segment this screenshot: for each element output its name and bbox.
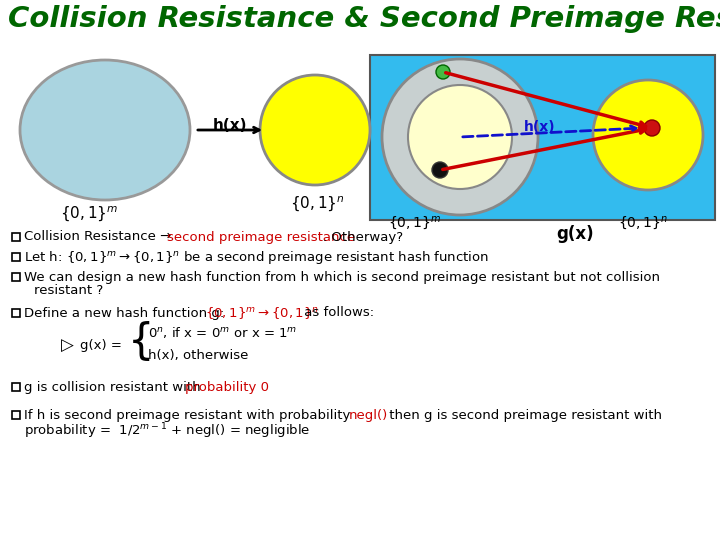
Text: $\{0, 1\}^n$: $\{0, 1\}^n$ (618, 215, 668, 232)
Circle shape (382, 59, 538, 215)
Circle shape (432, 162, 448, 178)
Text: $\{0, 1\}^m \rightarrow \{0, 1\}^n$: $\{0, 1\}^m \rightarrow \{0, 1\}^n$ (205, 305, 319, 321)
Text: h(x), otherwise: h(x), otherwise (148, 348, 248, 361)
Text: $\{0, 1\}^n$: $\{0, 1\}^n$ (290, 195, 345, 214)
Bar (370, 55, 715, 220)
Ellipse shape (20, 60, 190, 200)
Text: negl(): negl() (349, 408, 388, 422)
Bar (12, 383, 20, 391)
Text: probability =  1/2$^{m-1}$ + negl() = negligible: probability = 1/2$^{m-1}$ + negl() = neg… (24, 421, 310, 441)
Text: Collision Resistance & Second Preimage Resistance: Collision Resistance & Second Preimage R… (8, 5, 720, 33)
Text: Define a new hash function g:: Define a new hash function g: (24, 307, 228, 320)
Text: g(x): g(x) (556, 225, 594, 243)
Text: as follows:: as follows: (300, 307, 374, 320)
Text: h(x): h(x) (212, 118, 247, 133)
Bar (12, 233, 20, 241)
Text: g(x) =: g(x) = (80, 339, 122, 352)
Text: then g is second preimage resistant with: then g is second preimage resistant with (385, 408, 662, 422)
Bar (12, 273, 20, 281)
Text: resistant ?: resistant ? (34, 285, 103, 298)
Circle shape (593, 80, 703, 190)
Text: We can design a new hash function from h which is second preimage resistant but : We can design a new hash function from h… (24, 271, 660, 284)
Bar (12, 411, 20, 419)
Text: g is collision resistant with: g is collision resistant with (24, 381, 205, 394)
Text: If h is second preimage resistant with probability: If h is second preimage resistant with p… (24, 408, 355, 422)
Circle shape (408, 85, 512, 189)
Bar (12, 253, 20, 261)
Text: Let h: $\{0, 1\}^m \rightarrow \{0, 1\}^n$ be a second preimage resistant hash f: Let h: $\{0, 1\}^m \rightarrow \{0, 1\}^… (24, 248, 489, 266)
Text: probability 0: probability 0 (185, 381, 269, 394)
Text: $\triangleright$: $\triangleright$ (60, 336, 75, 354)
Text: {: { (128, 321, 155, 363)
Text: h(x): h(x) (524, 120, 556, 134)
Text: $0^n$, if x = $0^m$ or x = $1^m$: $0^n$, if x = $0^m$ or x = $1^m$ (148, 326, 297, 341)
Circle shape (436, 65, 450, 79)
Text: $\{0, 1\}^m$: $\{0, 1\}^m$ (60, 205, 118, 224)
Text: second preimage resistance: second preimage resistance (167, 231, 355, 244)
Text: $\{0, 1\}^m$: $\{0, 1\}^m$ (388, 215, 441, 232)
Circle shape (260, 75, 370, 185)
Bar (12, 309, 20, 317)
Text: Collision Resistance →: Collision Resistance → (24, 231, 176, 244)
Circle shape (644, 120, 660, 136)
Text: . Otherway?: . Otherway? (323, 231, 403, 244)
